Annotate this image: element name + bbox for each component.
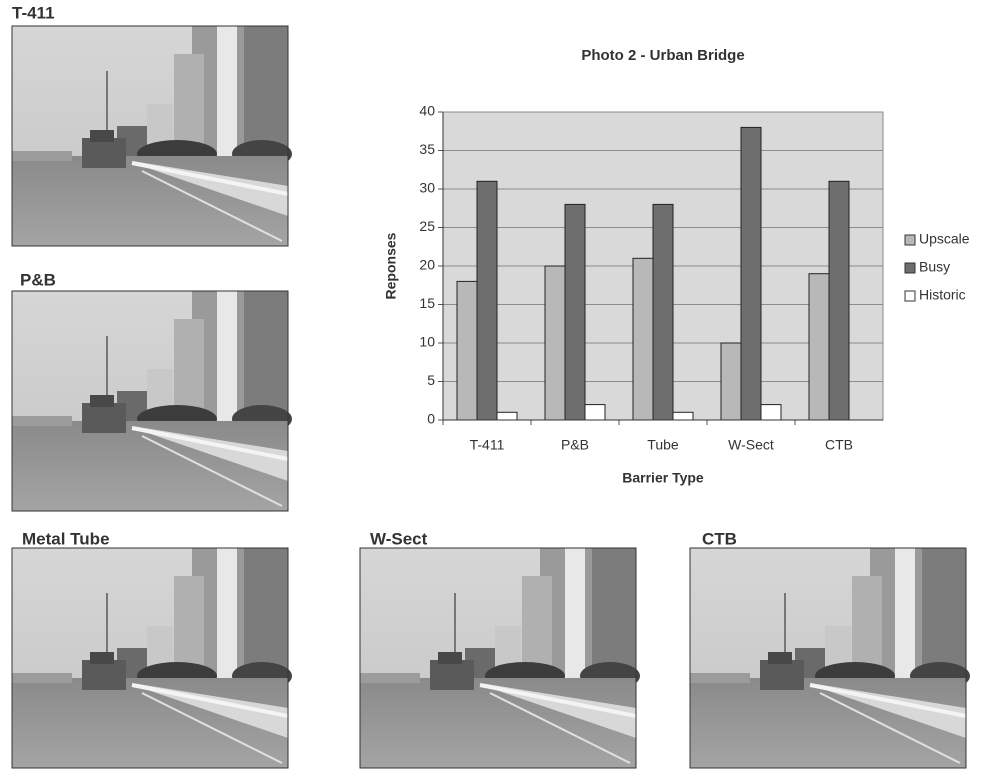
y-tick-label: 40: [419, 103, 435, 119]
bar: [652, 203, 674, 421]
chart-title: Photo 2 - Urban Bridge: [581, 47, 744, 64]
y-axis-label: Reponses: [383, 232, 399, 299]
legend-label: Historic: [919, 287, 966, 303]
photo: [10, 546, 294, 770]
legend-swatch: [904, 262, 916, 274]
photo: [358, 546, 642, 770]
bar: [740, 126, 762, 421]
x-tick-label: Tube: [647, 437, 679, 453]
bar: [564, 203, 586, 421]
bar: [672, 411, 694, 421]
x-axis-label: Barrier Type: [622, 470, 704, 486]
bar: [496, 411, 518, 421]
photo-label: Metal Tube: [22, 529, 110, 548]
y-tick-label: 35: [419, 141, 435, 157]
bar: [720, 342, 742, 421]
photo: [10, 289, 294, 513]
bar: [828, 180, 850, 421]
y-tick-label: 25: [419, 218, 435, 234]
y-tick-label: 10: [419, 334, 435, 350]
x-tick-label: W-Sect: [728, 437, 774, 453]
y-tick-label: 5: [427, 372, 435, 388]
bar: [808, 273, 830, 421]
photo-label: T-411: [12, 3, 55, 22]
photo-label: P&B: [20, 270, 56, 289]
bar: [632, 257, 654, 421]
legend-label: Upscale: [919, 231, 970, 247]
y-tick-label: 20: [419, 257, 435, 273]
photo-label: W-Sect: [370, 529, 428, 548]
y-tick-label: 30: [419, 180, 435, 196]
legend-swatch: [904, 234, 916, 246]
legend-label: Busy: [919, 259, 950, 275]
bar: [584, 404, 606, 421]
legend-swatch: [904, 290, 916, 302]
x-tick-label: T-411: [470, 437, 505, 453]
bar: [456, 280, 478, 421]
bar: [544, 265, 566, 421]
photo-label: CTB: [702, 529, 737, 548]
bar: [476, 180, 498, 421]
x-tick-label: CTB: [825, 437, 853, 453]
x-tick-label: P&B: [561, 437, 589, 453]
photo: [10, 24, 294, 248]
bar: [760, 404, 782, 421]
y-tick-label: 15: [419, 295, 435, 311]
photo: [688, 546, 972, 770]
y-tick-label: 0: [427, 411, 435, 427]
